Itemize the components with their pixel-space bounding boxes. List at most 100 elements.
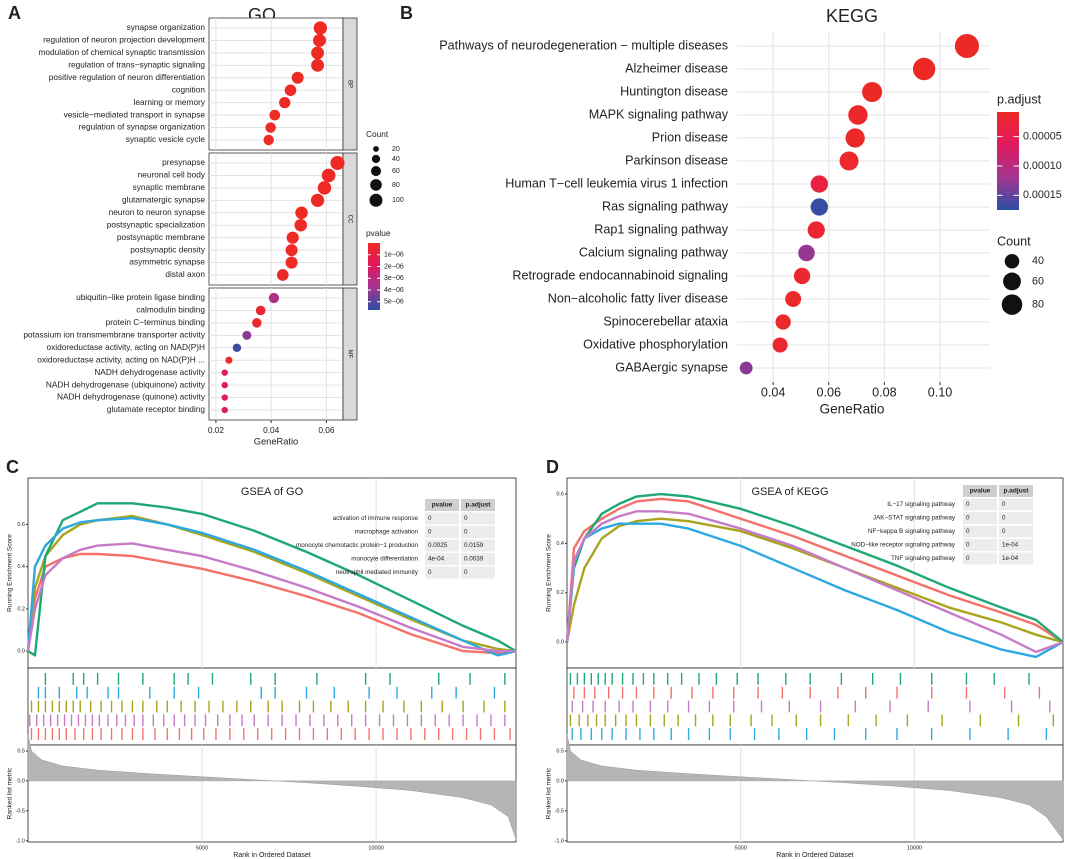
category-label: regulation of trans−synaptic signaling bbox=[68, 60, 205, 70]
x-tick-label: 5000 bbox=[735, 845, 747, 851]
table-value: 0.0159 bbox=[464, 542, 484, 549]
category-label: glutamate receptor binding bbox=[107, 404, 206, 414]
legend-label: 0.00015 bbox=[1023, 189, 1062, 201]
table-cell bbox=[999, 539, 1033, 551]
y-axis-label: Running Enrichment Score bbox=[546, 534, 553, 612]
category-label: NADH dehydrogenase activity bbox=[94, 367, 206, 377]
panel-letter: D bbox=[546, 457, 559, 477]
x-tick-label: 10000 bbox=[368, 845, 383, 851]
category-label: potassium ion transmembrane transporter … bbox=[23, 330, 206, 340]
y-tick-label: -1.0 bbox=[16, 838, 25, 844]
legend-label: 2e−06 bbox=[384, 263, 404, 270]
category-label: Prion disease bbox=[652, 130, 728, 144]
category-label: Ras signaling pathway bbox=[602, 199, 729, 213]
category-label: presynapse bbox=[162, 157, 205, 167]
legend-label: monocyte chemotactic protein−1 productio… bbox=[296, 542, 418, 549]
legend-dot bbox=[1001, 294, 1023, 315]
legend-title: Count bbox=[366, 129, 389, 139]
es-curve bbox=[565, 492, 1064, 644]
facet-label: BP bbox=[346, 80, 352, 88]
table-header: p.adjust bbox=[1004, 488, 1030, 495]
legend-title: Count bbox=[997, 234, 1031, 248]
legend-label: 60 bbox=[392, 168, 400, 175]
legend-dot bbox=[1004, 253, 1020, 269]
category-label: modulation of chemical synaptic transmis… bbox=[39, 47, 206, 57]
dot bbox=[263, 134, 274, 146]
table-header: pvalue bbox=[432, 502, 453, 509]
es-curve bbox=[565, 510, 1064, 654]
dot bbox=[798, 244, 815, 262]
category-label: distal axon bbox=[165, 269, 205, 279]
legend-label: 4e−06 bbox=[384, 287, 404, 294]
x-axis-label: GeneRatio bbox=[820, 402, 885, 417]
legend-label: 20 bbox=[392, 146, 400, 153]
dot bbox=[810, 175, 828, 193]
legend-dot bbox=[369, 193, 383, 207]
table-header-cell bbox=[461, 499, 495, 511]
dot bbox=[954, 33, 979, 59]
panel-letter: A bbox=[8, 3, 21, 23]
category-label: Parkinson disease bbox=[625, 153, 728, 167]
table-cell bbox=[461, 512, 495, 525]
table-value: 0 bbox=[428, 515, 432, 522]
table-cell bbox=[425, 566, 459, 579]
table-cell bbox=[461, 566, 495, 579]
dot bbox=[311, 46, 325, 60]
dot bbox=[269, 109, 281, 121]
y-tick-label: 0.0 bbox=[556, 778, 564, 784]
y-axis-label: Ranked list metric bbox=[546, 767, 553, 819]
dot bbox=[839, 151, 859, 171]
category-label: calmodulin binding bbox=[136, 305, 205, 315]
table-header: p.adjust bbox=[466, 502, 492, 509]
dot bbox=[862, 81, 883, 103]
legend-dot bbox=[370, 166, 382, 177]
legend-label: 80 bbox=[1032, 298, 1044, 310]
category-label: synaptic membrane bbox=[133, 182, 206, 192]
category-label: NADH dehydrogenase (quinone) activity bbox=[57, 392, 206, 402]
table-value: 1e-04 bbox=[1002, 555, 1019, 562]
dot bbox=[221, 406, 228, 414]
x-tick-label: 0.10 bbox=[928, 385, 953, 399]
table-cell bbox=[425, 539, 459, 552]
dot bbox=[221, 369, 228, 376]
table-cell bbox=[425, 512, 459, 525]
dot bbox=[912, 57, 936, 81]
dot bbox=[785, 291, 802, 307]
category-label: neuronal cell body bbox=[138, 170, 206, 180]
table-header-cell bbox=[999, 485, 1033, 497]
x-tick-label: 0.04 bbox=[263, 425, 280, 435]
category-label: Spinocerebellar ataxia bbox=[603, 314, 728, 328]
category-label: regulation of synapse organization bbox=[79, 122, 206, 132]
es-curve bbox=[565, 517, 1064, 644]
legend-label: 1e−06 bbox=[384, 252, 404, 259]
table-cell bbox=[425, 526, 459, 538]
x-tick-label: 0.06 bbox=[318, 425, 335, 435]
category-label: learning or memory bbox=[134, 97, 206, 107]
dot bbox=[225, 356, 233, 364]
dot bbox=[848, 105, 868, 125]
dot bbox=[772, 337, 788, 353]
y-tick-label: -1.0 bbox=[555, 838, 564, 844]
table-value: 4e-04 bbox=[428, 556, 445, 563]
category-label: Oxidative phosphorylation bbox=[583, 337, 728, 351]
legend-label: activation of immune response bbox=[333, 515, 419, 522]
metric-area bbox=[566, 734, 1064, 841]
dot bbox=[285, 256, 298, 269]
table-header-cell bbox=[425, 499, 459, 511]
table-value: 0 bbox=[428, 569, 432, 576]
category-label: Alzheimer disease bbox=[625, 61, 728, 75]
y-tick-label: -0.5 bbox=[555, 808, 564, 814]
dot bbox=[810, 198, 828, 216]
category-label: Human T−cell leukemia virus 1 infection bbox=[505, 176, 728, 190]
x-tick-label: 0.02 bbox=[208, 425, 225, 435]
legend-label: 100 bbox=[392, 197, 404, 204]
category-label: Huntington disease bbox=[620, 84, 728, 98]
facet-label: CC bbox=[346, 215, 352, 224]
dot bbox=[265, 122, 276, 133]
category-label: vesicle−mediated transport in synapse bbox=[64, 109, 206, 119]
dot bbox=[242, 330, 252, 340]
legend-label: 0.00010 bbox=[1023, 160, 1062, 172]
category-label: protein C−terminus binding bbox=[106, 317, 206, 327]
dot bbox=[295, 206, 308, 220]
